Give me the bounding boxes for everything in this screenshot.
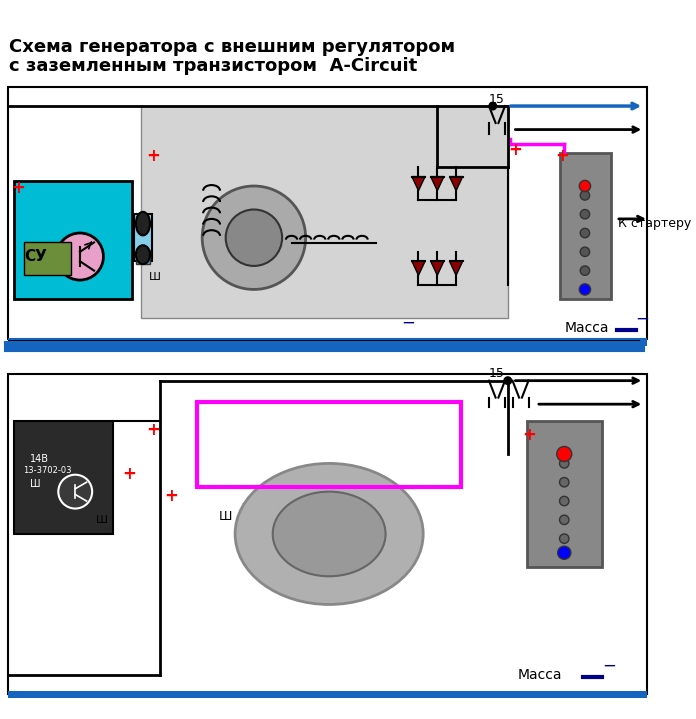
Circle shape <box>202 186 306 290</box>
Circle shape <box>560 534 569 544</box>
Bar <box>14 181 132 299</box>
Circle shape <box>579 284 591 295</box>
Circle shape <box>489 102 496 110</box>
Text: +: + <box>147 147 161 165</box>
Ellipse shape <box>273 492 386 576</box>
Bar <box>136 250 150 264</box>
Circle shape <box>560 496 569 505</box>
Bar <box>8 339 647 346</box>
Polygon shape <box>412 177 425 191</box>
Text: +: + <box>122 465 136 483</box>
Text: К стартеру: К стартеру <box>618 217 691 230</box>
Bar <box>24 242 70 275</box>
Circle shape <box>580 191 590 200</box>
Polygon shape <box>412 261 425 275</box>
Text: Схема генератора с внешним регулятором: Схема генератора с внешним регулятором <box>10 38 455 56</box>
Text: Масса: Масса <box>564 321 609 335</box>
Text: Ш: Ш <box>219 510 232 523</box>
Polygon shape <box>431 177 444 191</box>
Text: +: + <box>555 147 569 165</box>
Ellipse shape <box>136 212 150 235</box>
Circle shape <box>226 209 282 266</box>
Text: 14В: 14В <box>30 454 49 464</box>
Text: −: − <box>402 314 416 332</box>
Bar <box>8 691 647 699</box>
Polygon shape <box>431 261 444 275</box>
FancyBboxPatch shape <box>14 421 113 534</box>
Ellipse shape <box>136 245 150 264</box>
FancyBboxPatch shape <box>8 374 647 694</box>
Circle shape <box>560 459 569 468</box>
Text: с заземленным транзистором  A-Circuit: с заземленным транзистором A-Circuit <box>10 58 418 75</box>
Text: +: + <box>145 421 159 439</box>
Text: +: + <box>164 487 178 505</box>
Circle shape <box>504 377 512 385</box>
Circle shape <box>557 546 571 559</box>
Text: СУ: СУ <box>24 249 47 264</box>
Circle shape <box>560 515 569 525</box>
Ellipse shape <box>235 464 423 605</box>
Text: −: − <box>602 656 616 674</box>
Circle shape <box>580 229 590 238</box>
Text: 13-3702-03: 13-3702-03 <box>24 467 72 475</box>
Text: 15: 15 <box>489 367 505 380</box>
Text: Ш: Ш <box>30 479 40 489</box>
Circle shape <box>557 446 572 462</box>
Bar <box>134 214 152 261</box>
Text: 15: 15 <box>489 93 505 106</box>
FancyBboxPatch shape <box>560 153 611 299</box>
Text: +: + <box>508 141 522 159</box>
Circle shape <box>58 475 92 508</box>
Text: −: − <box>635 309 649 327</box>
Text: Ш: Ш <box>96 515 108 525</box>
FancyBboxPatch shape <box>141 106 508 318</box>
Circle shape <box>580 247 590 257</box>
Polygon shape <box>450 177 463 191</box>
FancyBboxPatch shape <box>527 421 602 567</box>
Circle shape <box>579 180 591 192</box>
Circle shape <box>560 477 569 487</box>
Text: Масса: Масса <box>517 668 562 682</box>
Text: +: + <box>522 426 536 444</box>
FancyBboxPatch shape <box>8 87 647 339</box>
Text: +: + <box>11 178 25 196</box>
Text: Ш: Ш <box>148 272 161 282</box>
Circle shape <box>580 209 590 219</box>
Circle shape <box>56 233 104 280</box>
Circle shape <box>580 266 590 275</box>
Polygon shape <box>450 261 463 275</box>
